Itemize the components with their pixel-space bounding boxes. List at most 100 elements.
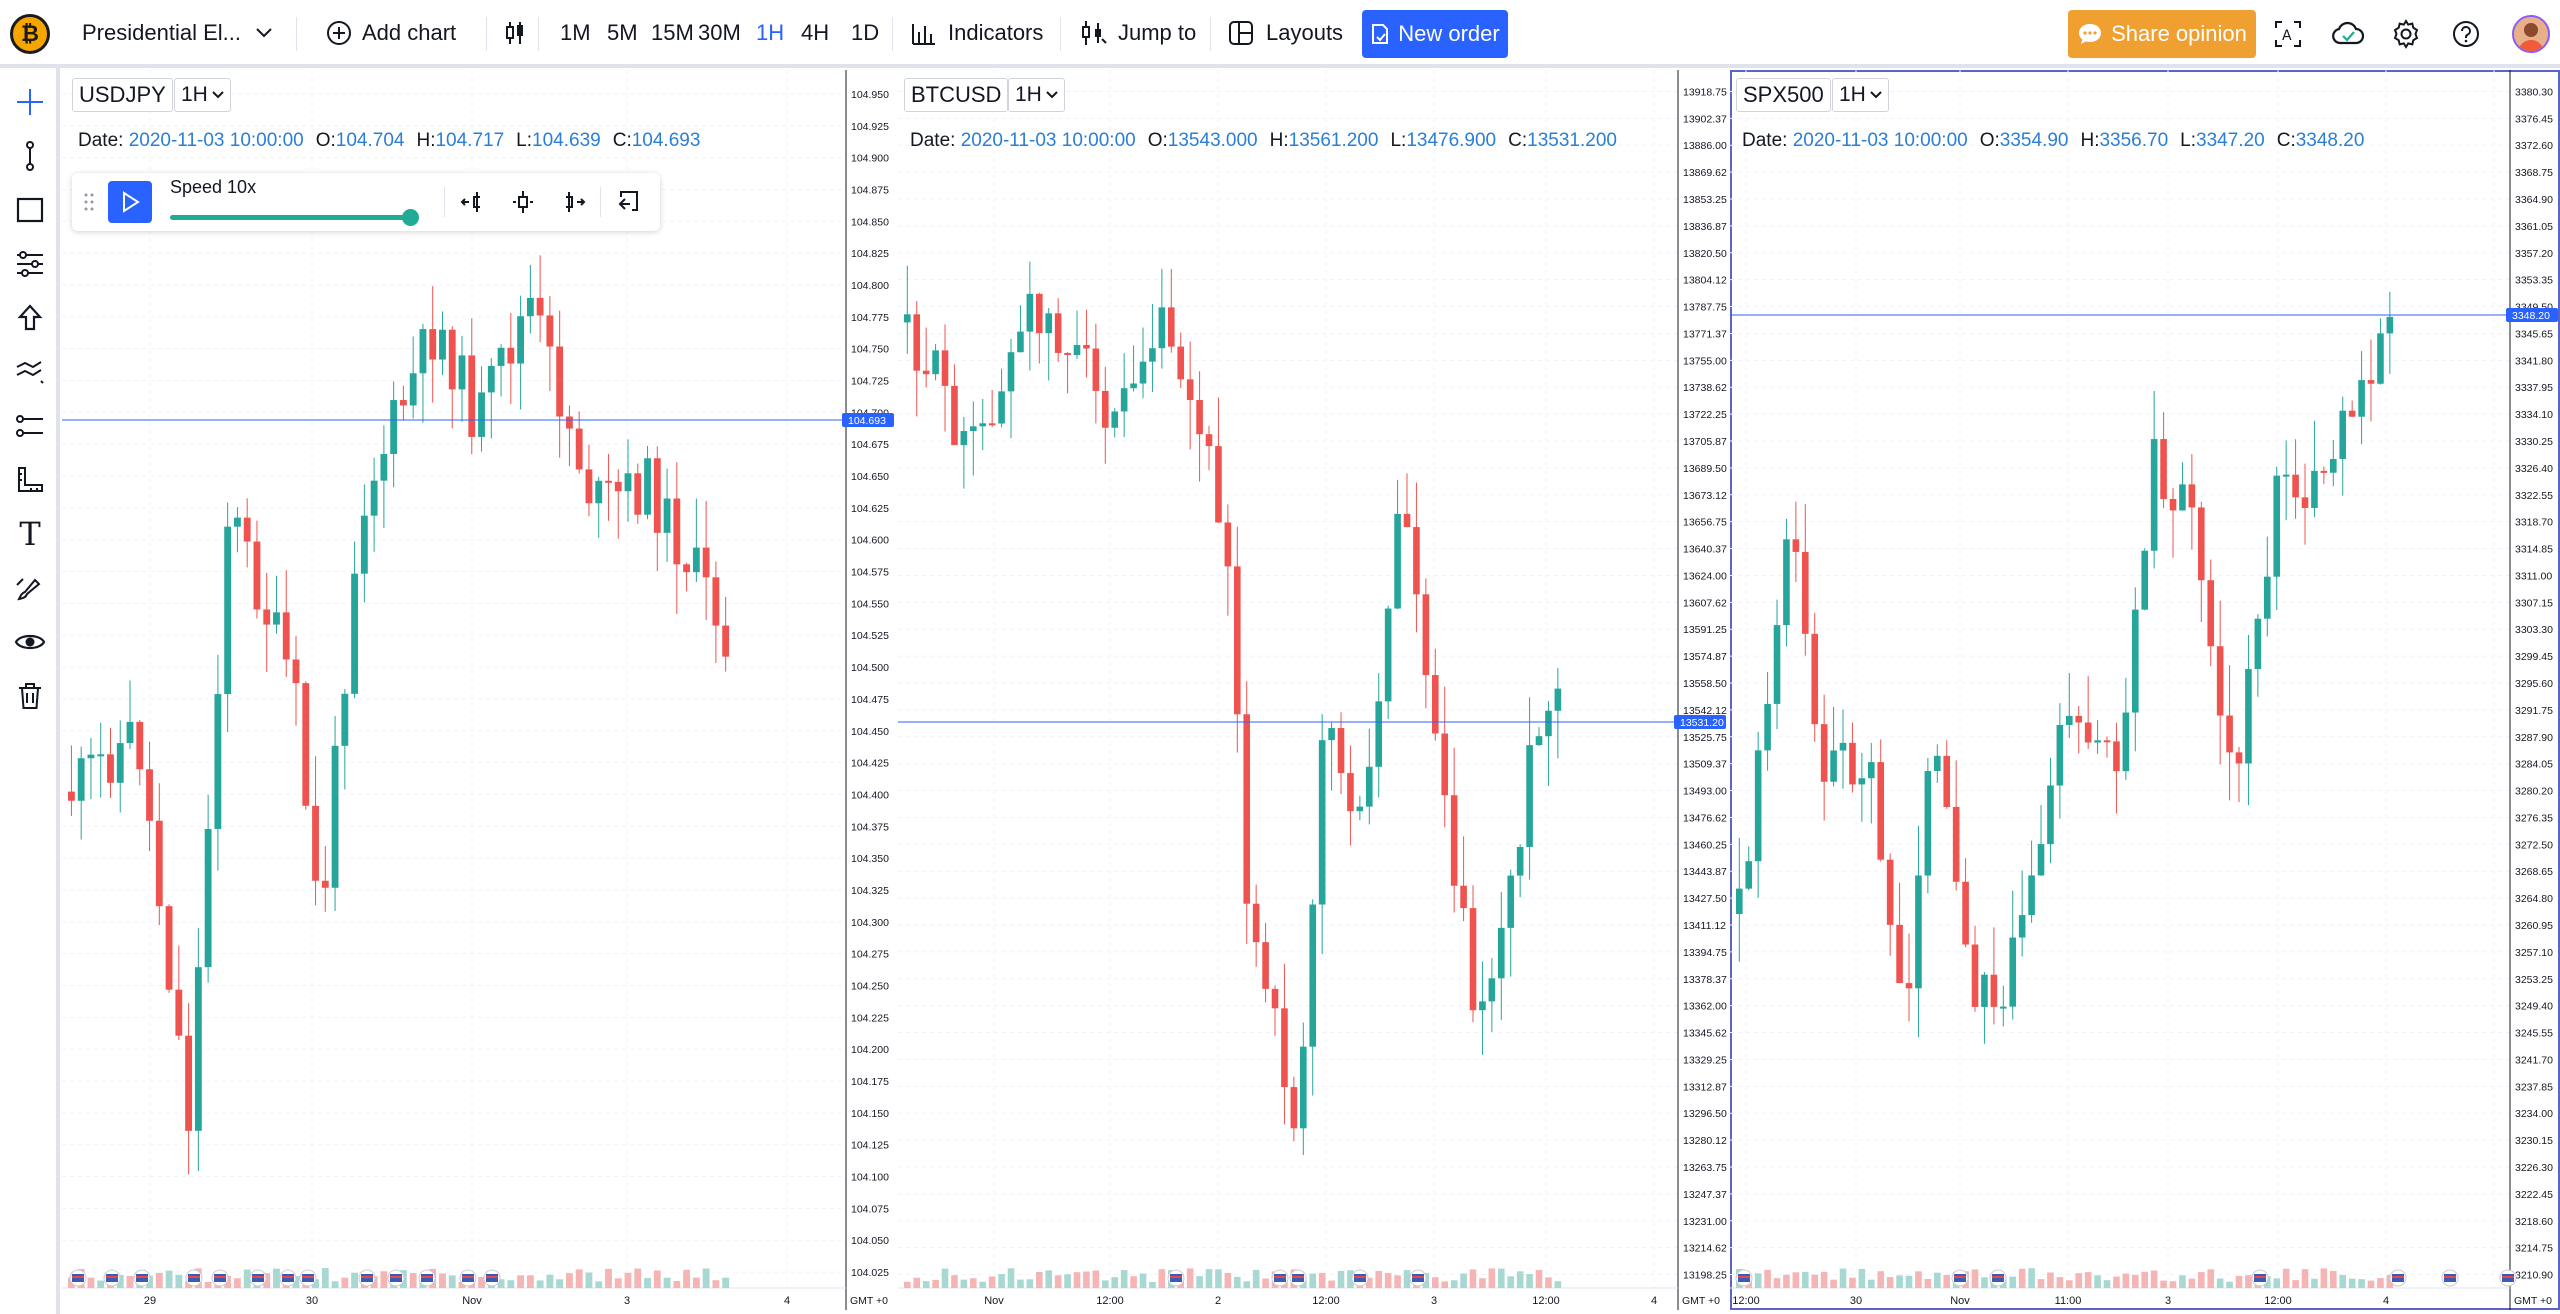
price-tick-label: 13411.12 [1683,920,1726,932]
economic-event-flag-icon[interactable] [103,1269,121,1287]
step-back-icon[interactable] [460,189,486,215]
economic-event-flag-icon[interactable] [249,1269,267,1287]
crosshair-icon[interactable] [12,84,48,120]
pattern-icon[interactable] [12,354,48,390]
time-tick-label: 2 [1215,1295,1221,1307]
rectangle-icon[interactable] [12,192,48,228]
candle [2028,840,2035,923]
price-axis[interactable]: 3380.30 3376.45 3372.60 3368.75 3364.90 3361.… [2515,86,2553,1281]
tf-15m[interactable]: 15M [651,20,694,45]
tf-5m[interactable]: 5M [607,20,638,45]
tf-1d[interactable]: 1D [851,20,880,45]
economic-event-flag-icon[interactable] [299,1269,317,1287]
chart-type-button[interactable] [504,0,526,66]
economic-event-flag-icon[interactable] [2441,1269,2459,1287]
interval-button[interactable]: 1H [1832,78,1889,112]
play-button[interactable] [108,181,152,223]
economic-event-flag-icon[interactable] [1951,1269,1969,1287]
economic-event-flag-icon[interactable] [418,1269,436,1287]
fib-icon[interactable] [12,246,48,282]
tf-1m[interactable]: 1M [560,20,591,45]
volume-bar [1924,1278,1932,1288]
tf-30m[interactable]: 30M [698,20,741,45]
volume-bar [1186,1268,1194,1288]
economic-event-flag-icon[interactable] [2251,1269,2269,1287]
candle [1036,292,1043,364]
economic-event-flag-icon[interactable] [133,1269,151,1287]
price-axis[interactable]: 104.950 104.925 104.900 104.875 104.850 104.8… [851,89,889,1279]
chart-canvas-btcusd[interactable]: 13918.75 13902.37 13886.00 13869.62 13853.25… [898,70,1728,1310]
chart-canvas-usdjpy[interactable]: 104.950 104.925 104.900 104.875 104.850 104.8… [62,70,896,1310]
timezone-label[interactable]: GMT +0 [1682,1295,1720,1307]
time-axis[interactable]: Nov 12:00 2 12:00 3 12:00 4 [984,1295,1657,1307]
indicators-button[interactable]: Indicators [910,0,1043,66]
tf-4h[interactable]: 4H [801,20,830,45]
economic-event-flag-icon[interactable] [2389,1269,2407,1287]
tf-1h[interactable]: 1H [756,20,785,45]
volume-bar [2216,1278,2224,1288]
chart-pane-btcusd[interactable]: 13918.75 13902.37 13886.00 13869.62 13853.25… [898,70,1728,1310]
speed-slider[interactable] [170,215,410,220]
text-icon[interactable]: T [19,515,41,553]
economic-event-flag-icon[interactable] [2499,1269,2517,1287]
candle [2320,466,2328,485]
new-order-button[interactable]: New order [1362,10,1508,58]
trash-icon[interactable] [12,678,48,714]
chart-pane-spx500[interactable]: 3380.30 3376.45 3372.60 3368.75 3364.90 3361.… [1730,70,2560,1310]
economic-event-flag-icon[interactable] [1271,1269,1289,1287]
symbol-button[interactable]: SPX500 [1736,78,1831,112]
interval-button[interactable]: 1H [174,78,231,112]
economic-event-flag-icon[interactable] [483,1269,501,1287]
economic-event-flag-icon[interactable] [1989,1269,2007,1287]
chart-canvas-spx500[interactable]: 3380.30 3376.45 3372.60 3368.75 3364.90 3361.… [1730,70,2560,1310]
layouts-button[interactable]: Layouts [1228,0,1343,66]
timezone-label[interactable]: GMT +0 [2514,1295,2552,1307]
economic-event-flag-icon[interactable] [1167,1269,1185,1287]
translate-icon[interactable]: A [2268,14,2308,54]
measure-icon[interactable] [12,408,48,444]
select-bar-icon[interactable] [510,189,536,215]
drag-handle-icon[interactable] [84,193,94,211]
time-tick-label: 30 [1850,1295,1862,1307]
economic-event-flag-icon[interactable] [211,1269,229,1287]
add-chart-button[interactable]: Add chart [326,0,456,66]
economic-event-flag-icon[interactable] [279,1269,297,1287]
trend-line-icon[interactable] [12,138,48,174]
time-axis[interactable]: 12:00 30 Nov 11:00 3 12:00 4 [1732,1295,2389,1307]
economic-event-flag-icon[interactable] [358,1269,376,1287]
chevron-down-icon [1046,91,1058,99]
exit-replay-icon[interactable] [616,189,642,215]
eye-icon[interactable] [12,624,48,660]
economic-event-flag-icon[interactable] [1289,1269,1307,1287]
price-axis[interactable]: 13918.75 13902.37 13886.00 13869.62 13853.25… [1683,86,1727,1281]
layout-name-button[interactable]: Presidential El... [82,0,273,66]
ruler-icon[interactable] [12,462,48,498]
help-icon[interactable] [2446,14,2486,54]
economic-event-flag-icon[interactable] [69,1269,87,1287]
settings-gear-icon[interactable] [2386,14,2426,54]
step-forward-icon[interactable] [560,189,586,215]
timezone-label[interactable]: GMT +0 [850,1295,888,1307]
arrow-up-icon[interactable] [12,300,48,336]
app-logo-icon[interactable]: ₿ [10,14,50,54]
economic-event-flag-icon[interactable] [1409,1269,1427,1287]
cloud-sync-icon[interactable] [2328,14,2368,54]
economic-event-flag-icon[interactable] [1735,1269,1753,1287]
symbol-button[interactable]: BTCUSD [904,78,1009,112]
user-avatar[interactable] [2512,15,2550,53]
economic-event-flag-icon[interactable] [459,1269,477,1287]
interval-button[interactable]: 1H [1008,78,1065,112]
jump-to-button[interactable]: Jump to [1078,0,1196,66]
symbol-button[interactable]: USDJPY [72,78,173,112]
speed-slider-handle[interactable] [402,209,419,226]
time-axis[interactable]: 29 30 Nov 3 4 [144,1295,790,1307]
economic-event-flag-icon[interactable] [387,1269,405,1287]
chart-pane-usdjpy[interactable]: 104.950 104.925 104.900 104.875 104.850 104.8… [62,70,896,1310]
economic-event-flag-icon[interactable] [185,1269,203,1287]
brush-icon[interactable] [12,570,48,606]
share-opinion-button[interactable]: Share opinion [2068,10,2256,58]
candle [1479,961,1486,1055]
time-tick-label: 3 [2165,1295,2171,1307]
economic-event-flag-icon[interactable] [1351,1269,1369,1287]
top-toolbar: ₿ Presidential El... Add chart 1M 5M 15M… [0,0,2560,68]
